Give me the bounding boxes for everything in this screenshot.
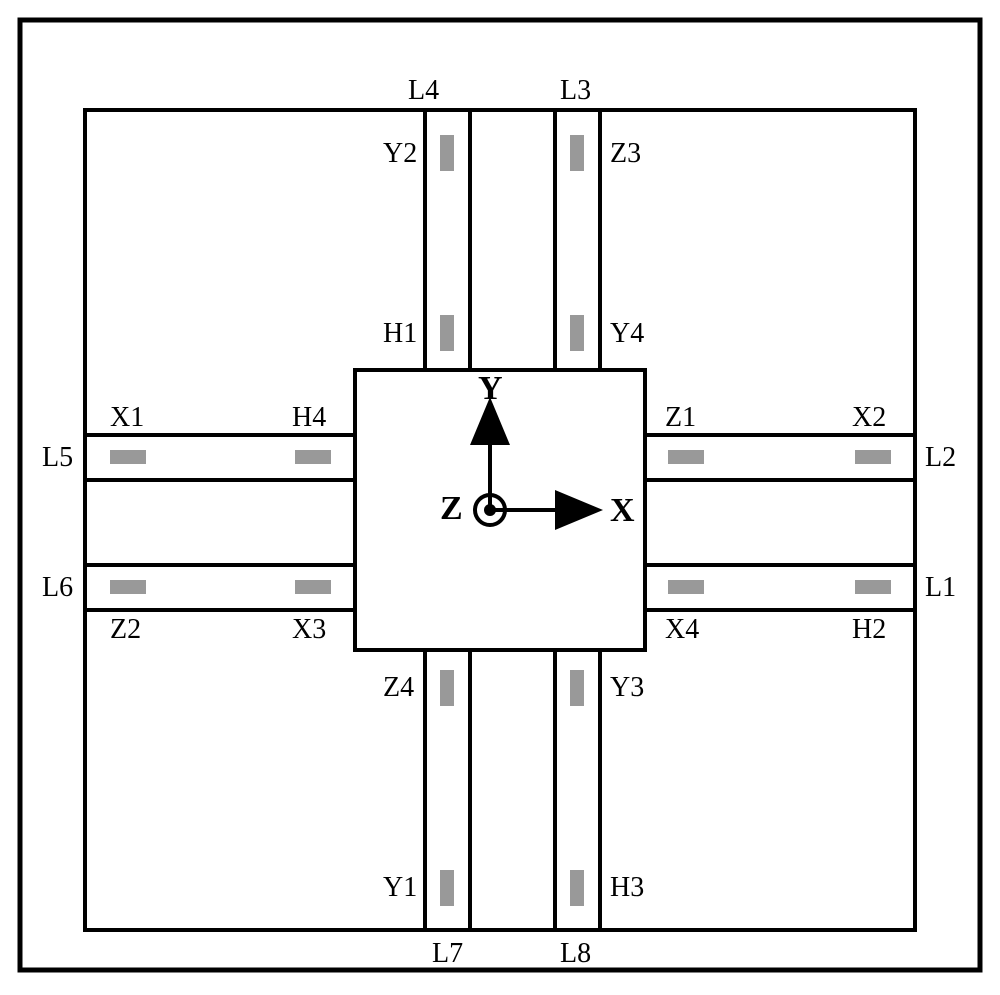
gauge-Y4 [570, 315, 584, 351]
gauge-label-X4: X4 [665, 614, 699, 646]
gauge-label-Y1: Y1 [383, 872, 417, 904]
gauge-label-X3: X3 [292, 614, 326, 646]
gauge-label-Z2: Z2 [110, 614, 141, 646]
beam-label-L4: L4 [408, 75, 439, 107]
beam-label-L3: L3 [560, 75, 591, 107]
gauge-label-Z1: Z1 [665, 402, 696, 434]
beam-label-L8: L8 [560, 938, 591, 970]
beam-label-L2: L2 [925, 442, 956, 474]
beam-label-L6: L6 [42, 572, 73, 604]
gauge-Y3 [570, 670, 584, 706]
gauge-Z3 [570, 135, 584, 171]
beam-label-L1: L1 [925, 572, 956, 604]
gauge-label-H1: H1 [383, 318, 417, 350]
gauge-H1 [440, 315, 454, 351]
gauge-label-X2: X2 [852, 402, 886, 434]
gauge-Z4 [440, 670, 454, 706]
gauge-label-X1: X1 [110, 402, 144, 434]
beam-label-L5: L5 [42, 442, 73, 474]
diagram-canvas: X Y Z L1 L2 L3 L4 L5 L6 L7 L8 X1 H4 Z2 X… [0, 0, 1000, 990]
diagram-svg [0, 0, 1000, 990]
gauge-label-H2: H2 [852, 614, 886, 646]
gauge-label-Y2: Y2 [383, 138, 417, 170]
gauge-X2 [855, 450, 891, 464]
outer-frame [20, 20, 980, 970]
gauge-label-H3: H3 [610, 872, 644, 904]
gauge-Z2 [110, 580, 146, 594]
gauge-H4 [295, 450, 331, 464]
gauge-Z1 [668, 450, 704, 464]
x-axis-label: X [610, 492, 635, 530]
gauge-label-Y4: Y4 [610, 318, 644, 350]
gauge-X3 [295, 580, 331, 594]
gauge-X1 [110, 450, 146, 464]
z-axis-label: Z [440, 490, 463, 528]
gauge-H3 [570, 870, 584, 906]
gauge-label-Z3: Z3 [610, 138, 641, 170]
gauge-Y1 [440, 870, 454, 906]
beam-label-L7: L7 [432, 938, 463, 970]
z-axis-dot [484, 504, 496, 516]
gauge-label-Y3: Y3 [610, 672, 644, 704]
gauge-Y2 [440, 135, 454, 171]
gauge-label-Z4: Z4 [383, 672, 414, 704]
gauge-H2 [855, 580, 891, 594]
gauge-label-H4: H4 [292, 402, 326, 434]
y-axis-label: Y [478, 370, 503, 408]
gauge-X4 [668, 580, 704, 594]
